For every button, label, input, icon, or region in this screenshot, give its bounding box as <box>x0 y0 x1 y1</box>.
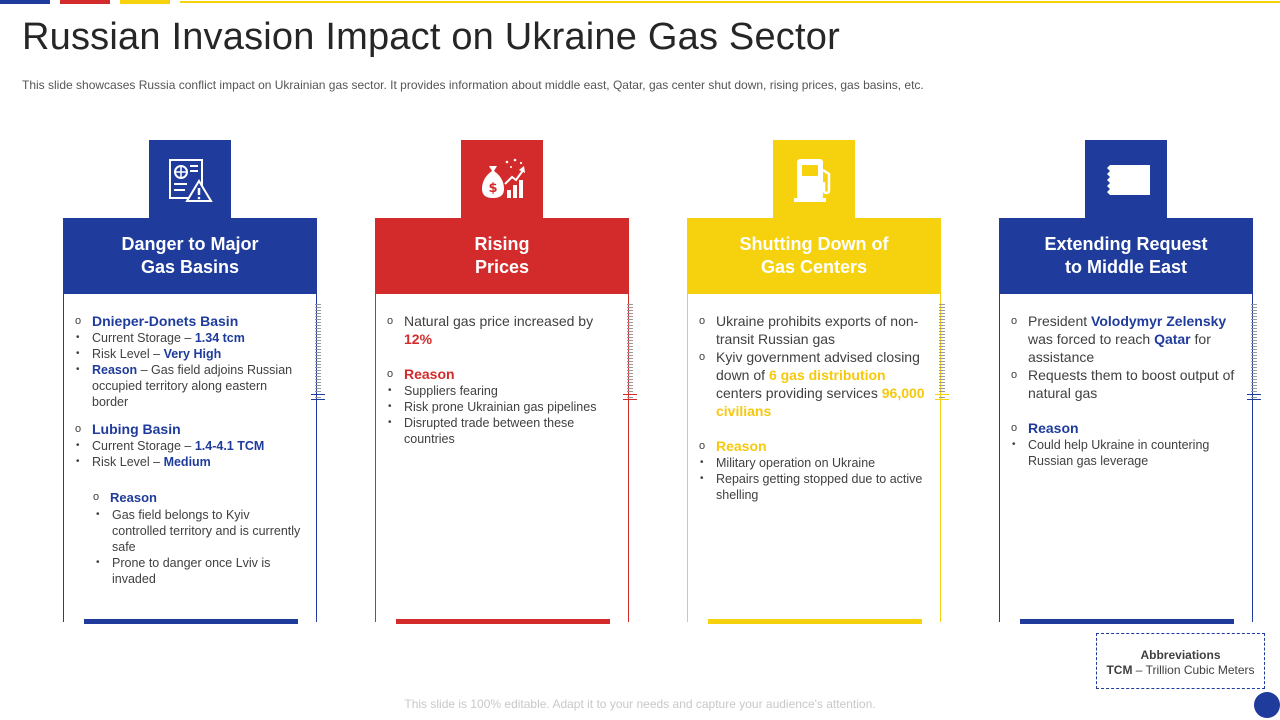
point-item: Natural gas price increased by 12% <box>386 312 616 348</box>
svg-text:$: $ <box>488 181 497 196</box>
scroll-indicator <box>315 304 321 399</box>
corner-decoration <box>1254 692 1280 718</box>
card-heading: Shutting Down of Gas Centers <box>687 218 941 294</box>
reason-heading: Reason <box>92 488 304 507</box>
list-item: Risk Level – Very High <box>74 346 304 362</box>
list-item: Suppliers fearing <box>386 383 616 399</box>
card-bottom-bar <box>1020 619 1234 624</box>
basin-item: Lubing Basin <box>74 420 304 438</box>
top-accent-red <box>60 0 110 4</box>
point-item: Ukraine prohibits exports of non-transit… <box>698 312 928 348</box>
list-item: Disrupted trade between these countries <box>386 415 616 447</box>
card-body: Natural gas price increased by 12% Reaso… <box>375 294 637 624</box>
flag-icon <box>1102 165 1150 195</box>
gas-pump-icon <box>794 159 831 202</box>
reason-heading: Reason <box>698 437 928 455</box>
scroll-indicator <box>1251 304 1257 399</box>
card-icon-tab <box>149 140 231 220</box>
scroll-handle <box>935 394 949 400</box>
footer-note: This slide is 100% editable. Adapt it to… <box>404 697 876 711</box>
slide-subtitle: This slide showcases Russia conflict imp… <box>22 78 924 92</box>
card-heading: Extending Request to Middle East <box>999 218 1253 294</box>
list-item: Military operation on Ukraine <box>698 455 928 471</box>
point-item: Requests them to boost output of natural… <box>1010 366 1240 402</box>
scroll-indicator <box>939 304 945 399</box>
card-body: Dnieper-Donets Basin Current Storage – 1… <box>63 294 325 624</box>
top-accent-blue <box>0 0 50 4</box>
card-bottom-bar <box>84 619 298 624</box>
abbreviations-title: Abbreviations <box>1140 648 1221 662</box>
top-accent-yellow <box>120 0 170 4</box>
reason-heading: Reason <box>386 365 616 383</box>
list-item: Risk prone Ukrainian gas pipelines <box>386 399 616 415</box>
list-item: Could help Ukraine in countering Russian… <box>1010 437 1240 469</box>
scroll-handle <box>1247 394 1261 400</box>
card-icon-tab <box>773 140 855 220</box>
list-item: Repairs getting stopped due to active sh… <box>698 471 928 503</box>
card-body: Ukraine prohibits exports of non-transit… <box>687 294 949 624</box>
card-heading: Rising Prices <box>375 218 629 294</box>
reason-heading: Reason <box>1010 419 1240 437</box>
top-accent-line <box>180 1 1280 3</box>
point-item: Kyiv government advised closing down of … <box>698 348 928 420</box>
card-heading: Danger to Major Gas Basins <box>63 218 317 294</box>
list-item: Prone to danger once Lviv is invaded <box>94 555 304 587</box>
list-item: Current Storage – 1.4-4.1 TCM <box>74 438 304 454</box>
list-item: Gas field belongs to Kyiv controlled ter… <box>94 507 304 555</box>
list-item: Risk Level – Medium <box>74 454 304 470</box>
basin-item: Dnieper-Donets Basin <box>74 312 304 330</box>
list-item: Current Storage – 1.34 tcm <box>74 330 304 346</box>
abbreviation-entry: TCM – Trillion Cubic Meters <box>1106 663 1255 677</box>
warning-document-icon <box>169 159 213 202</box>
card-bottom-bar <box>396 619 610 624</box>
card-bottom-bar <box>708 619 922 624</box>
scroll-handle <box>311 394 325 400</box>
card-icon-tab: $ <box>461 140 543 220</box>
card-icon-tab <box>1085 140 1167 220</box>
point-item: President Volodymyr Zelensky was forced … <box>1010 312 1240 366</box>
money-bag-growth-icon: $ <box>482 158 525 198</box>
slide-title: Russian Invasion Impact on Ukraine Gas S… <box>22 16 840 58</box>
scroll-handle <box>623 394 637 400</box>
abbreviations-box: Abbreviations TCM – Trillion Cubic Meter… <box>1096 633 1265 689</box>
list-item: Reason – Gas field adjoins Russian occup… <box>74 362 304 410</box>
scroll-indicator <box>627 304 633 399</box>
card-body: President Volodymyr Zelensky was forced … <box>999 294 1261 624</box>
